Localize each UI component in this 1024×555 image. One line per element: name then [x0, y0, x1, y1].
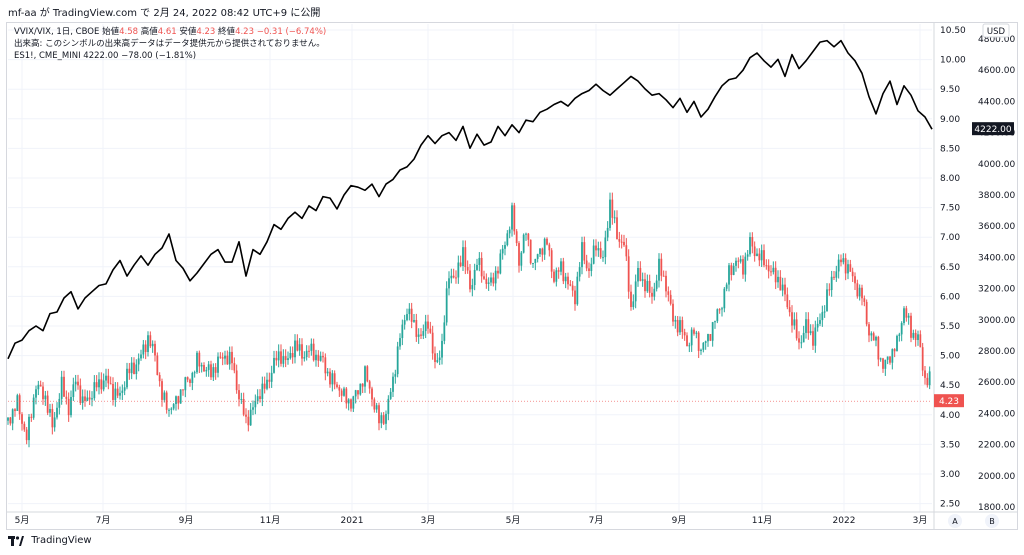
- legend-low-value: 4.23: [196, 27, 216, 37]
- legend-symbol-row: VVIX/VIX, 1日, CBOE 始値4.58 高値4.61 安値4.23 …: [14, 26, 326, 38]
- publisher-bar: mf-aa が TradingView.com で 2月 24, 2022 08…: [0, 0, 1024, 22]
- chart-pane[interactable]: [6, 22, 1018, 530]
- tradingview-logo-icon: [8, 535, 24, 546]
- tradingview-brand[interactable]: TradingView: [8, 535, 92, 551]
- legend-change: −0.31 (−6.74%): [256, 27, 327, 37]
- legend-volume-note: 出来高: このシンボルの出来高データはデータ提供元から提供されておりません。: [14, 39, 325, 49]
- legend-symbol[interactable]: VVIX/VIX, 1日, CBOE: [14, 27, 100, 37]
- publisher-text: mf-aa が TradingView.com で 2月 24, 2022 08…: [8, 8, 321, 19]
- legend-close-label: 終値: [218, 27, 236, 37]
- legend-high-label: 高値: [140, 27, 158, 37]
- chart-legend: VVIX/VIX, 1日, CBOE 始値4.58 高値4.61 安値4.23 …: [14, 26, 326, 62]
- legend-overlay-symbol[interactable]: ES1!, CME_MINI 4222.00 −78.00 (−1.81%): [14, 51, 197, 61]
- tradingview-wordmark: TradingView: [31, 535, 92, 546]
- legend-close-value: 4.23: [235, 27, 254, 37]
- legend-high-value: 4.61: [157, 27, 177, 37]
- legend-open-value: 4.58: [119, 27, 139, 37]
- legend-open-label: 始値: [102, 27, 120, 37]
- legend-low-label: 安値: [179, 27, 197, 37]
